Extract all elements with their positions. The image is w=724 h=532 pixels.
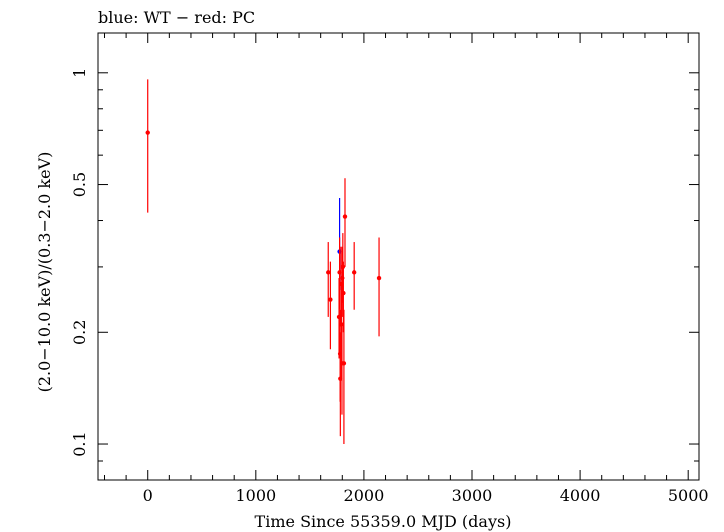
- y-axis: 0.1 0.2 0.5 1: [70, 68, 699, 462]
- plot-frame: [97, 32, 700, 481]
- data-point-pc: [145, 130, 150, 135]
- x-axis: 0 1000 2000 3000 4000 5000: [103, 33, 709, 505]
- data-point-pc: [376, 275, 382, 281]
- x-tick-label: 0: [143, 486, 153, 505]
- chart-title: blue: WT − red: PC: [98, 8, 255, 27]
- y-tick-label: 0.1: [70, 431, 89, 456]
- y-tick-label: 1: [70, 68, 89, 78]
- y-tick-label: 0.2: [70, 320, 89, 345]
- y-axis-label: (2.0−10.0 keV)/(0.3−2.0 keV): [35, 152, 54, 393]
- data-point-pc: [351, 270, 357, 275]
- x-axis-label: Time Since 55359.0 MJD (days): [255, 512, 512, 531]
- data-point-pc: [341, 290, 346, 296]
- data-points: [145, 79, 382, 445]
- data-point-pc: [342, 214, 348, 219]
- y-tick-label: 0.5: [70, 172, 89, 197]
- data-point-pc: [326, 270, 331, 275]
- x-tick-label: 5000: [668, 486, 709, 505]
- data-point-pc: [341, 361, 347, 366]
- x-tick-label: 3000: [452, 486, 493, 505]
- x-tick-label: 2000: [344, 486, 385, 505]
- data-point-pc: [328, 297, 333, 302]
- x-tick-label: 4000: [560, 486, 601, 505]
- x-tick-label: 1000: [235, 486, 276, 505]
